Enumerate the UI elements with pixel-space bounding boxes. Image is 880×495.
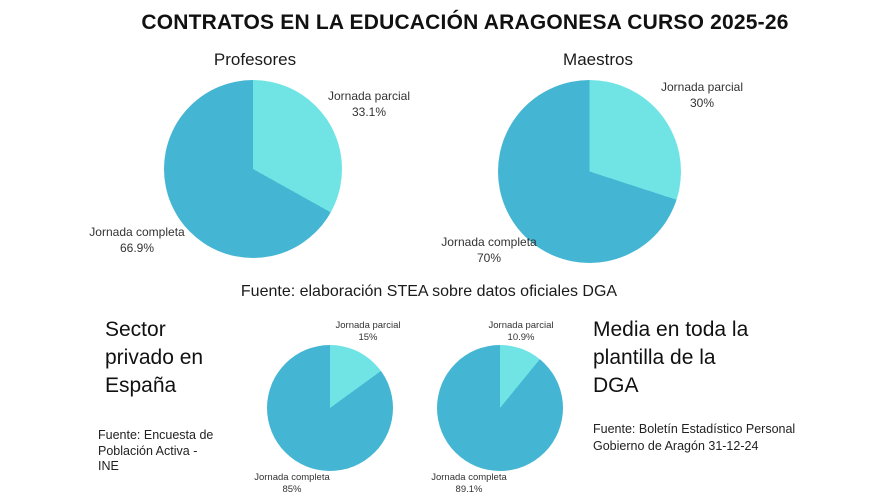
slice-label-maestros-jornada-parcial: Jornada parcial 30% xyxy=(661,79,743,111)
pie-chart-media-dga xyxy=(437,345,563,471)
pie-chart-maestros xyxy=(498,80,681,263)
slice-label-text: Jornada parcial xyxy=(327,89,411,103)
slice-label-text: Jornada completa xyxy=(441,235,537,249)
slice-label-text: Jornada completa xyxy=(431,472,507,483)
source-note-line: INE xyxy=(98,459,119,473)
slice-value: 33.1% xyxy=(351,105,387,119)
pie-title-profesores: Profesores xyxy=(213,50,297,69)
section-heading-media-dga: Media en toda la plantilla de la DGA xyxy=(593,316,748,400)
slice-label-sector-privado-jornada-completa: Jornada completa 85% xyxy=(254,472,330,495)
source-note-line: Población Activa - xyxy=(98,443,198,458)
pie-title-maestros: Maestros xyxy=(563,50,633,69)
slice-value: 30% xyxy=(689,96,715,110)
slice-value: 10.9% xyxy=(507,332,535,343)
section-heading-sector-privado: Sector privado en España xyxy=(105,316,203,400)
slice-value: 89.1% xyxy=(455,484,483,495)
pie-chart-sector-privado xyxy=(267,345,393,471)
section-heading-line: España xyxy=(105,374,177,397)
slice-label-media-dga-jornada-completa: Jornada completa 89.1% xyxy=(431,472,507,495)
page-title: CONTRATOS EN LA EDUCACIÓN ARAGONESA CURS… xyxy=(141,11,789,34)
slice-label-text: Jornada completa xyxy=(254,472,330,483)
slice-label-sector-privado-jornada-parcial: Jornada parcial 15% xyxy=(336,320,401,344)
slice-value: 85% xyxy=(282,484,302,495)
slice-value: 70% xyxy=(476,251,502,265)
source-note-line: Gobierno de Aragón 31-12-24 xyxy=(593,439,759,453)
source-note-line: Fuente: Boletín Estadístico Personal xyxy=(593,422,796,436)
pie-chart-profesores xyxy=(164,80,342,258)
section-heading-line: DGA xyxy=(593,374,639,397)
section-heading-line: Media en toda la xyxy=(593,318,749,341)
slice-label-maestros-jornada-completa: Jornada completa 70% xyxy=(441,234,536,266)
section-heading-line: Sector xyxy=(105,318,166,341)
section-heading-line: plantilla de la xyxy=(593,346,716,369)
slice-value: 15% xyxy=(358,332,378,343)
slice-label-profesores-jornada-completa: Jornada completa 66.9% xyxy=(89,224,184,256)
section-heading-line: privado en xyxy=(105,346,204,369)
slice-label-text: Jornada completa xyxy=(89,225,185,239)
slice-value: 66.9% xyxy=(119,241,155,255)
slice-label-profesores-jornada-parcial: Jornada parcial 33.1% xyxy=(328,88,410,120)
source-note-epa-ine: Fuente: Encuesta de Población Activa - I… xyxy=(98,428,213,475)
slice-label-text: Jornada parcial xyxy=(335,320,401,331)
source-note-stea-dga: Fuente: elaboración STEA sobre datos ofi… xyxy=(240,283,618,300)
slice-label-text: Jornada parcial xyxy=(488,320,554,331)
source-note-boletin-dga: Fuente: Boletín Estadístico Personal Gob… xyxy=(593,421,795,455)
source-note-line: Fuente: Encuesta de xyxy=(98,428,214,442)
slice-label-media-dga-jornada-parcial: Jornada parcial 10.9% xyxy=(489,320,554,344)
slice-label-text: Jornada parcial xyxy=(660,80,744,94)
